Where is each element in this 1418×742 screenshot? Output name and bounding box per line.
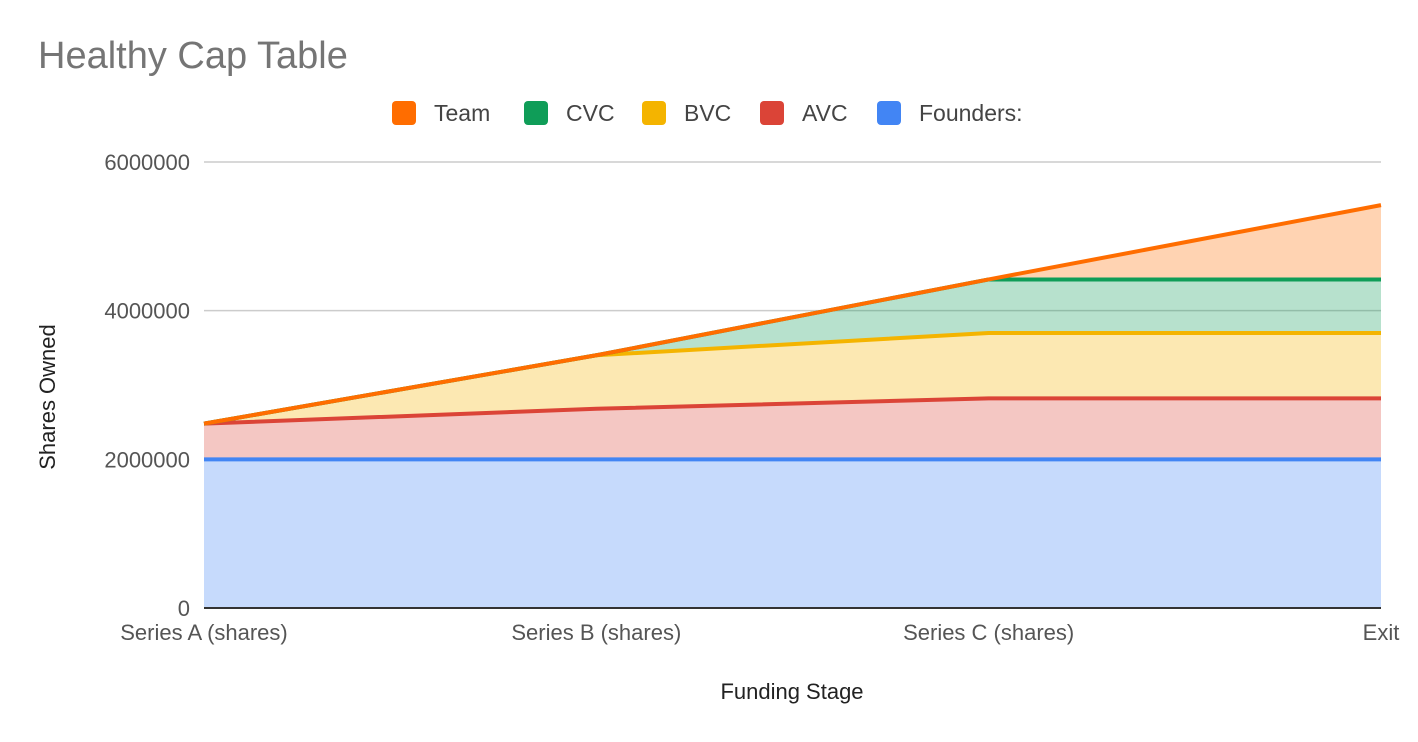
series-areas (204, 205, 1381, 608)
legend-label: BVC (684, 100, 731, 126)
legend-swatch (524, 101, 548, 125)
legend-swatch (642, 101, 666, 125)
area-bvc (204, 332, 1381, 424)
legend-label: AVC (802, 100, 848, 126)
y-axis-title: Shares Owned (35, 324, 60, 470)
legend-label: Team (434, 100, 490, 126)
y-axis-ticks: 0 2000000 4000000 6000000 (104, 150, 190, 621)
x-axis-ticks: Series A (shares) Series B (shares) Series… (120, 620, 1399, 645)
legend-swatch (877, 101, 901, 125)
x-axis-title: Funding Stage (720, 679, 863, 704)
x-tick-label: Series A (shares) (120, 620, 288, 645)
legend-item-founders: Founders: (877, 100, 1023, 126)
legend-swatch (392, 101, 416, 125)
chart-title: Healthy Cap Table (38, 35, 348, 77)
y-tick-label: 0 (178, 596, 190, 621)
legend-swatch (760, 101, 784, 125)
series-lines (203, 203, 1382, 462)
legend-item-bvc: BVC (642, 100, 731, 126)
legend-item-cvc: CVC (524, 100, 615, 126)
y-tick-label: 4000000 (104, 299, 190, 324)
x-tick-label: Exit (1363, 620, 1400, 645)
legend: Team CVC BVC AVC Founders: (392, 100, 1023, 126)
line-team (203, 203, 1382, 426)
legend-item-team: Team (392, 100, 490, 126)
legend-label: CVC (566, 100, 615, 126)
area-founders (204, 459, 1381, 608)
line-avc (203, 396, 1381, 426)
legend-item-avc: AVC (760, 100, 848, 126)
y-tick-label: 2000000 (104, 447, 190, 472)
area-cvc (204, 279, 1381, 424)
legend-label: Founders: (919, 100, 1023, 126)
x-tick-label: Series C (shares) (903, 620, 1074, 645)
y-tick-label: 6000000 (104, 150, 190, 175)
x-tick-label: Series B (shares) (511, 620, 681, 645)
